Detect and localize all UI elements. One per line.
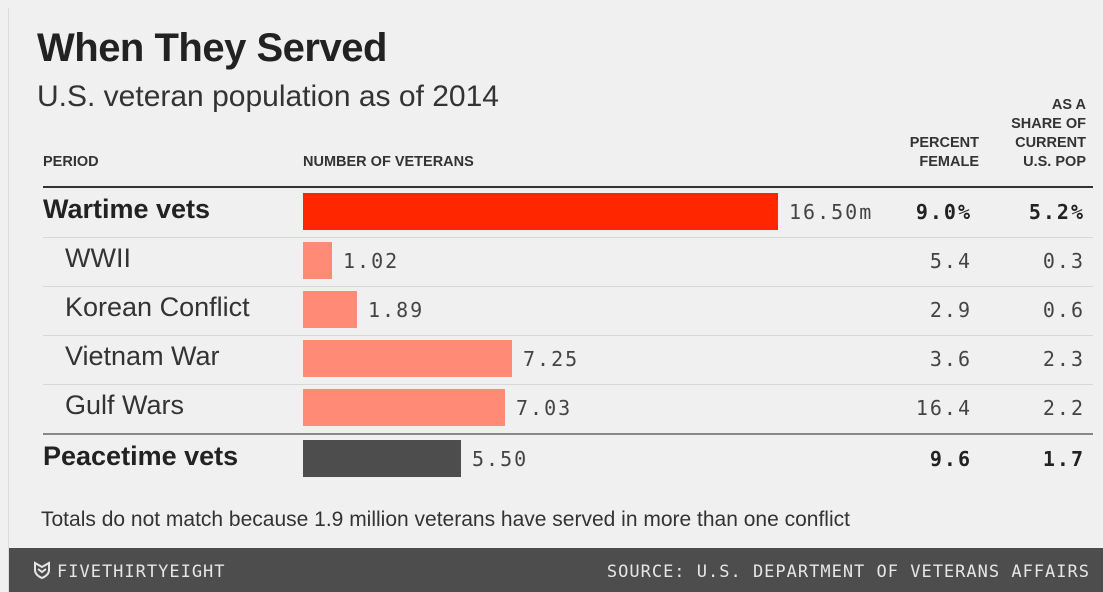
header-share-pop-line3: CURRENT	[1015, 135, 1086, 151]
header-share-pop: AS A SHARE OF CURRENT U.S. POP	[1011, 96, 1086, 172]
row-divider	[43, 237, 1093, 238]
row-divider	[43, 384, 1093, 385]
percent-female-gulf-wars: 16.4	[915, 396, 972, 420]
header-share-pop-line1: AS A	[1051, 97, 1086, 113]
brand-name: FIVETHIRTYEIGHT	[57, 562, 226, 582]
bar-gulf-wars	[303, 389, 505, 426]
percent-female-peacetime-vets: 9.6	[929, 447, 972, 471]
share-pop-korean-conflict: 0.6	[1042, 298, 1085, 322]
chart-card: When They Served U.S. veteran population…	[8, 8, 1103, 592]
bar-vietnam-war	[303, 340, 512, 377]
percent-female-wwii: 5.4	[929, 249, 972, 273]
header-period: PERIOD	[43, 154, 99, 170]
header-share-pop-line4: U.S. POP	[1023, 154, 1086, 170]
chart-subtitle: U.S. veteran population as of 2014	[37, 80, 499, 113]
header-rule	[43, 186, 1093, 188]
section-divider	[43, 433, 1093, 435]
row-label-vietnam-war: Vietnam War	[65, 341, 220, 371]
footnote: Totals do not match because 1.9 million …	[41, 508, 850, 531]
row-label-gulf-wars: Gulf Wars	[65, 390, 185, 420]
header-number-of-veterans: NUMBER OF VETERANS	[303, 154, 474, 170]
header-percent-female: PERCENT FEMALE	[910, 134, 979, 172]
bar-korean-conflict	[303, 291, 357, 328]
share-pop-wwii: 0.3	[1042, 249, 1085, 273]
fivethirtyeight-logo-icon	[34, 561, 50, 579]
bar-value-wartime-vets: 16.50m	[789, 200, 874, 224]
share-pop-vietnam-war: 2.3	[1042, 347, 1085, 371]
bar-value-korean-conflict: 1.89	[368, 298, 425, 322]
row-label-wartime-vets: Wartime vets	[43, 194, 211, 224]
bar-value-wwii: 1.02	[343, 249, 400, 273]
share-pop-peacetime-vets: 1.7	[1042, 447, 1085, 471]
chart-title: When They Served	[37, 26, 387, 70]
share-pop-wartime-vets: 5.2%	[1028, 200, 1085, 224]
header-percent-female-line1: PERCENT	[909, 135, 979, 151]
bar-value-vietnam-war: 7.25	[523, 347, 580, 371]
bar-peacetime-vets	[303, 440, 461, 477]
percent-female-wartime-vets: 9.0%	[915, 200, 972, 224]
source-credit: SOURCE: U.S. DEPARTMENT OF VETERANS AFFA…	[606, 562, 1090, 582]
row-label-korean-conflict: Korean Conflict	[65, 292, 250, 322]
header-percent-female-line2: FEMALE	[919, 154, 979, 170]
row-label-peacetime-vets: Peacetime vets	[43, 441, 239, 471]
share-pop-gulf-wars: 2.2	[1042, 396, 1085, 420]
bar-wwii	[303, 242, 332, 279]
row-divider	[43, 286, 1093, 287]
footer-bar: FIVETHIRTYEIGHT SOURCE: U.S. DEPARTMENT …	[9, 548, 1103, 592]
row-divider	[43, 335, 1093, 336]
bar-wartime-vets	[303, 193, 778, 230]
percent-female-korean-conflict: 2.9	[929, 298, 972, 322]
header-share-pop-line2: SHARE OF	[1011, 116, 1086, 132]
row-label-wwii: WWII	[65, 243, 131, 273]
bar-value-gulf-wars: 7.03	[516, 396, 573, 420]
bar-value-peacetime-vets: 5.50	[472, 447, 529, 471]
percent-female-vietnam-war: 3.6	[929, 347, 972, 371]
